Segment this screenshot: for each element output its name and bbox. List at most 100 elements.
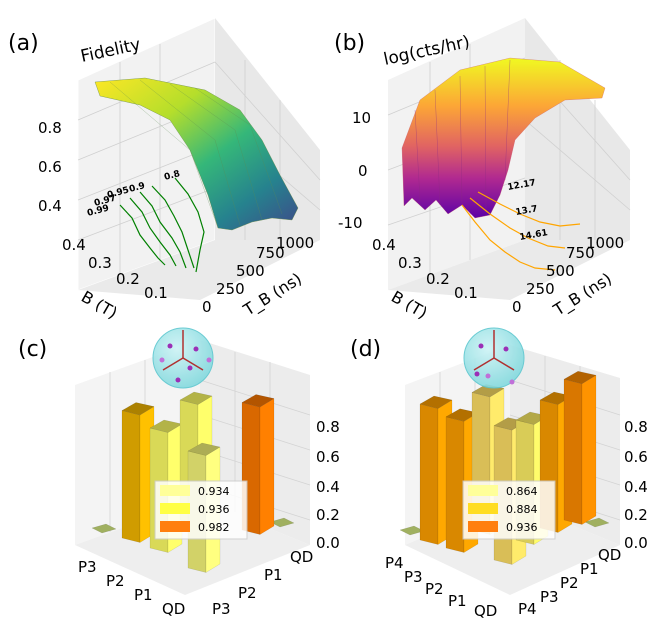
xtick-b-0: 0.4 xyxy=(372,236,396,254)
contour-label-1: 13.7 xyxy=(515,204,539,218)
floor-tile-0 xyxy=(91,523,117,534)
xtick-b-3: 0.1 xyxy=(454,284,478,302)
collabel-d-0: QD xyxy=(598,546,621,564)
rowlabel-c-1: P2 xyxy=(106,572,125,590)
surface-mesh xyxy=(109,79,283,229)
bloch-sphere-c xyxy=(152,327,214,389)
xtick-b-1: 0.3 xyxy=(398,254,422,272)
bar-top-face xyxy=(179,391,213,405)
rowlabel-c-3: QD xyxy=(162,600,185,618)
ztick-c-4: 0.8 xyxy=(316,418,340,436)
bloch-sphere-d xyxy=(463,327,525,389)
rowlabel-c-0: P3 xyxy=(78,558,97,576)
ytick-a-2: 500 xyxy=(236,262,265,280)
bar-front-face xyxy=(563,378,583,525)
legend-label-1: 0.884 xyxy=(506,503,538,516)
legend-c: 0.934 0.936 0.982 xyxy=(154,480,248,540)
ytick-b-0: 0 xyxy=(512,298,522,316)
bar-top-face xyxy=(187,442,221,456)
rowlabel-d-3: P1 xyxy=(448,592,467,610)
legend-label-2: 0.936 xyxy=(506,521,538,534)
bar-front-face xyxy=(419,403,439,545)
legend-swatch-0 xyxy=(160,485,190,496)
ztick-d-1: 0.2 xyxy=(624,506,648,524)
collabel-d-1: P1 xyxy=(580,560,599,578)
bar-top-face xyxy=(121,402,155,416)
xtick-b-2: 0.2 xyxy=(426,270,450,288)
bar-top-face xyxy=(241,394,275,408)
bar-top-face xyxy=(419,395,453,409)
ztick-d-0: 0.0 xyxy=(624,534,648,552)
panel-b: 12.17 13.7 14.61 (b) log(cts/hr) 10 0 -1… xyxy=(334,18,631,323)
panel-a: 0.99 0.97 0.95 0.9 0.8 (a) Fidelity 0.8 … xyxy=(8,17,321,323)
collabel-d-3: P3 xyxy=(540,588,559,606)
rowlabel-c-2: P1 xyxy=(134,586,153,604)
ztick-a-2: 0.8 xyxy=(38,119,62,137)
legend-label-0: 0.934 xyxy=(198,485,230,498)
surface-mesh xyxy=(414,59,511,213)
collabel-d-2: P2 xyxy=(560,574,579,592)
xtick-a-0: 0.4 xyxy=(62,236,86,254)
ytick-a-4: 1000 xyxy=(276,234,314,252)
ztick-d-4: 0.8 xyxy=(624,418,648,436)
legend-label-0: 0.864 xyxy=(506,485,538,498)
legend-label-2: 0.982 xyxy=(198,521,230,534)
contour-label-0: 12.17 xyxy=(507,178,537,193)
legend-swatch-2 xyxy=(160,521,190,532)
log-counts-surface xyxy=(401,57,606,219)
legend-d: 0.864 0.884 0.936 xyxy=(462,480,556,540)
panel-label-c: (c) xyxy=(18,337,47,362)
ytick-b-2: 500 xyxy=(546,262,575,280)
bar-side-face xyxy=(581,374,597,525)
legend-swatch-2 xyxy=(468,521,498,532)
bar-top-face xyxy=(563,370,597,384)
ztick-c-3: 0.6 xyxy=(316,448,340,466)
panel-label-b: (b) xyxy=(334,31,365,56)
floor-tile-1 xyxy=(584,517,610,528)
legend-swatch-1 xyxy=(160,503,190,514)
collabel-c-1: P1 xyxy=(264,566,283,584)
ytick-b-1: 250 xyxy=(526,280,555,298)
bar-0 xyxy=(121,402,155,543)
legend-swatch-0 xyxy=(468,485,498,496)
ztick-d-2: 0.4 xyxy=(624,478,648,496)
contour-label-3: 0.9 xyxy=(128,181,146,195)
ztick-b-1: 0 xyxy=(358,162,368,180)
rowlabel-d-0: P4 xyxy=(385,554,404,572)
floor-tile-1 xyxy=(269,517,295,528)
legend-label-1: 0.936 xyxy=(198,503,230,516)
pane-right xyxy=(525,18,630,240)
bar-front-face xyxy=(121,410,141,543)
ztick-b-0: -10 xyxy=(338,214,363,232)
ytick-a-0: 0 xyxy=(202,298,212,316)
ztick-d-3: 0.6 xyxy=(624,448,648,466)
legend-swatch-1 xyxy=(468,503,498,514)
ztick-b-2: 10 xyxy=(352,109,371,127)
ytick-a-1: 250 xyxy=(216,280,245,298)
collabel-c-0: QD xyxy=(290,548,313,566)
collabel-c-3: P3 xyxy=(212,600,231,618)
contour-label-2: 14.61 xyxy=(519,228,549,243)
bar-side-face xyxy=(259,398,275,535)
pane-floor xyxy=(78,240,320,300)
collabel-c-2: P2 xyxy=(238,584,257,602)
ytick-b-3: 750 xyxy=(566,244,595,262)
contour-label-4: 0.8 xyxy=(163,169,181,183)
ytick-b-4: 1000 xyxy=(586,234,624,252)
bar-front-face xyxy=(445,416,465,553)
contour-lines xyxy=(461,191,581,271)
ztick-c-0: 0.0 xyxy=(316,534,340,552)
xtick-a-1: 0.3 xyxy=(88,254,112,272)
rowlabel-d-4: QD xyxy=(474,602,497,618)
ztick-a-1: 0.6 xyxy=(38,158,62,176)
rowlabel-d-1: P3 xyxy=(404,568,423,586)
rowlabel-d-2: P2 xyxy=(425,580,444,598)
panel-label-d: (d) xyxy=(350,337,381,362)
bar-6 xyxy=(563,370,597,525)
ztick-c-2: 0.4 xyxy=(316,478,340,496)
panel-label-a: (a) xyxy=(8,31,39,56)
xtick-a-2: 0.2 xyxy=(116,270,140,288)
